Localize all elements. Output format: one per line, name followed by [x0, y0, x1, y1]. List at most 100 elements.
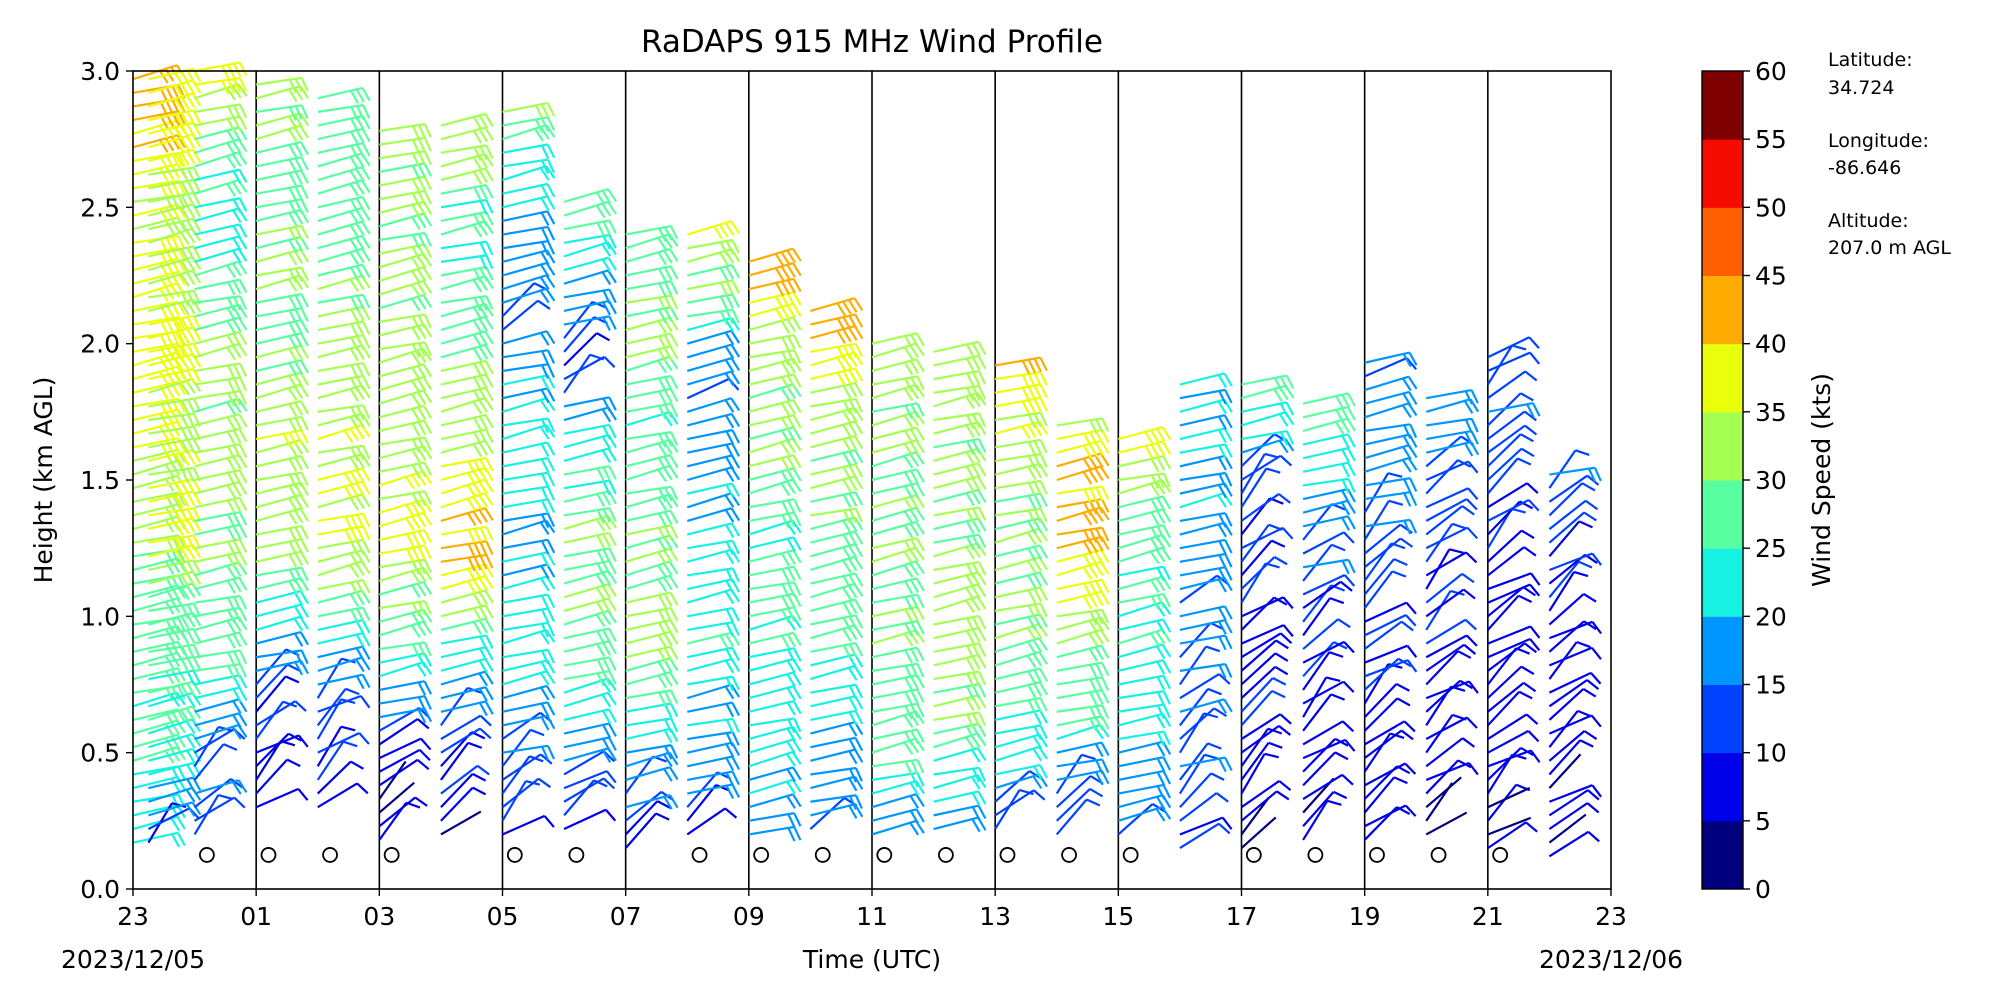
barb-shaft [255, 524, 302, 536]
barb-shaft [502, 814, 546, 836]
barb-flag [192, 544, 202, 559]
barb-flag [1467, 487, 1479, 501]
barb-flag [472, 510, 483, 525]
wind-barb [563, 640, 617, 658]
barb-flag [158, 356, 169, 371]
barb-flag [669, 345, 679, 360]
barb-flag [787, 648, 796, 663]
barb-flag [1218, 636, 1227, 651]
colorbar-tick-label: 30 [1755, 466, 1787, 495]
barb-flag [540, 499, 550, 515]
barb-shaft [1364, 620, 1403, 650]
wind-barb [1240, 454, 1293, 481]
barb-shaft [1056, 498, 1103, 509]
barb-flag [472, 443, 483, 458]
barb-shaft [1487, 691, 1521, 727]
barb-shaft [1118, 805, 1163, 822]
barb-shaft [317, 560, 362, 577]
barb-flag [1082, 457, 1093, 472]
barb-flag [1019, 788, 1034, 796]
barb-flag [479, 267, 488, 282]
wind-barb [1240, 713, 1292, 740]
barb-flag [417, 601, 426, 616]
barb-flag [411, 204, 421, 218]
wind-barb [440, 315, 494, 334]
barb-shaft [1302, 573, 1346, 596]
wind-barb [1425, 572, 1475, 604]
barb-shaft [440, 359, 487, 373]
barb-shaft [255, 566, 302, 577]
barb-flag [1403, 492, 1412, 507]
barb-flag [605, 809, 617, 822]
barb-flag [540, 212, 550, 226]
barb-flag [1274, 665, 1289, 676]
barb-shaft [440, 506, 486, 522]
barb-flag [916, 402, 925, 417]
barb-shaft [1425, 588, 1465, 618]
barb-flag [299, 274, 309, 289]
barb-flag [226, 457, 236, 472]
barb-flag [657, 497, 667, 511]
barb-flag [909, 822, 920, 836]
wind-barb [625, 606, 679, 624]
wind-barb [748, 511, 802, 529]
wind-barb [563, 200, 617, 219]
wind-barb [871, 780, 925, 796]
barb-shaft [1240, 539, 1273, 577]
barb-flag [479, 636, 488, 651]
barb-flag [965, 395, 975, 410]
barb-flag [1033, 669, 1043, 684]
barb-flag [233, 391, 242, 406]
barb-flag [537, 777, 552, 789]
calm-marker [260, 847, 277, 863]
wind-barb [1364, 613, 1417, 637]
barb-flag [977, 683, 987, 698]
wind-barb [1487, 665, 1535, 699]
barb-flag [904, 580, 914, 595]
barb-shaft [440, 439, 486, 454]
barb-flag [978, 412, 987, 428]
barb-flag [472, 607, 483, 622]
barb-flag [792, 738, 802, 753]
wind-barb [1179, 742, 1222, 781]
barb-shaft [147, 807, 190, 830]
wind-barb [148, 368, 202, 387]
barb-shaft [748, 812, 795, 822]
wind-barb [994, 763, 1048, 780]
barb-flag [1094, 580, 1104, 595]
barb-flag [416, 282, 427, 296]
wind-barb [379, 313, 432, 331]
wind-barb [1363, 570, 1407, 609]
barb-shaft [810, 297, 855, 313]
barb-shaft [379, 544, 425, 555]
barb-flag [591, 300, 607, 309]
barb-flag [842, 385, 852, 399]
barb-shaft [810, 530, 856, 544]
barb-flag [186, 657, 196, 672]
barb-shaft [502, 659, 548, 672]
wind-barb [1548, 714, 1602, 735]
barb-shaft [1364, 601, 1407, 623]
barb-flag [1033, 464, 1043, 479]
barb-flag [1528, 336, 1540, 349]
wind-barb [686, 370, 741, 387]
barb-flag [472, 400, 483, 415]
y-tick-label: 3.0 [80, 57, 120, 86]
barb-flag [180, 452, 190, 466]
barb-flag [1282, 624, 1294, 638]
colorbar-tick-label: 10 [1755, 739, 1787, 768]
barb-shaft [502, 116, 548, 127]
wind-barb [871, 520, 925, 539]
barb-flag [478, 346, 488, 360]
barb-flag [1156, 732, 1166, 747]
barb-shaft [194, 662, 241, 672]
barb-flag [658, 377, 667, 392]
wind-barb [502, 538, 556, 555]
wind-barb [255, 184, 309, 202]
barb-shaft [1426, 429, 1472, 441]
wind-barb [1179, 698, 1233, 714]
wind-barb [379, 189, 433, 207]
barb-flag [294, 171, 304, 186]
barb-shaft [625, 727, 671, 741]
barb-flag [478, 494, 489, 508]
